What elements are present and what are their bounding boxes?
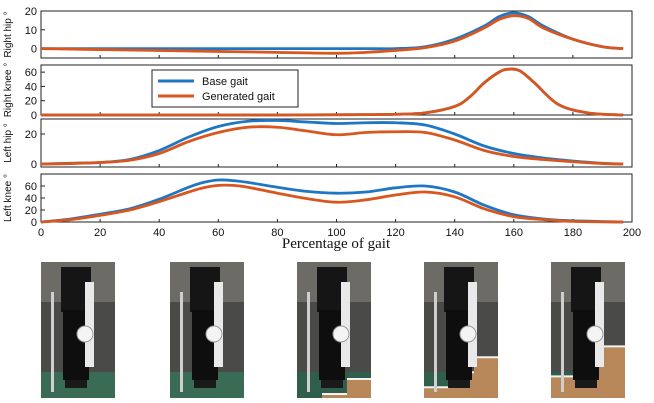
x-tick-label: 200 <box>623 227 641 239</box>
generated-gait-line <box>40 14 624 55</box>
base-gait-line <box>40 67 624 117</box>
generated-gait-line <box>40 183 624 224</box>
y-axis-label: Left hip ° <box>3 123 14 163</box>
x-axis-label: Percentage of gait <box>282 236 391 252</box>
x-tick-label: 60 <box>212 227 224 239</box>
y-tick-label: 10 <box>25 25 37 37</box>
exoskeleton-photo <box>424 262 498 398</box>
exoskeleton-photo <box>297 262 371 398</box>
photo-step-transition <box>297 262 371 398</box>
y-tick-label: 0 <box>31 44 37 56</box>
exoskeleton-photo <box>551 262 625 398</box>
y-axis-label: Right hip ° <box>3 11 14 57</box>
y-tick-label: 20 <box>25 129 37 141</box>
y-tick-label: 0 <box>31 159 37 171</box>
panel-1: 0 10 20 Right hip ° <box>3 6 633 59</box>
y-tick-label: 20 <box>25 6 37 18</box>
photo-level-walking-2 <box>170 262 244 398</box>
y-tick-label: 60 <box>25 181 37 193</box>
base-gait-line <box>40 11 624 51</box>
x-tick-label: 180 <box>564 227 582 239</box>
legend-label: Base gait <box>202 76 248 88</box>
x-tick-label: 120 <box>386 227 404 239</box>
y-tick-label: 0 <box>31 110 37 122</box>
y-tick-label: 20 <box>25 205 37 217</box>
exoskeleton-photo <box>170 262 244 398</box>
legend: Base gait Generated gait <box>151 69 299 108</box>
exoskeleton-photo <box>41 262 115 398</box>
photo-stair-climb-1 <box>424 262 498 398</box>
legend-label: Generated gait <box>202 91 275 103</box>
panel-3: 0 20 Left hip ° <box>3 118 633 171</box>
panel-2: 0 20 40 60 Right knee ° <box>3 63 633 122</box>
photo-level-walking-1 <box>41 262 115 398</box>
x-tick-label: 20 <box>94 227 106 239</box>
y-axis-label: Right knee ° <box>3 63 14 118</box>
photo-stair-climb-2 <box>551 262 625 398</box>
x-tick-label: 80 <box>271 227 283 239</box>
y-tick-label: 40 <box>25 193 37 205</box>
x-tick-label: 160 <box>505 227 523 239</box>
y-axis-label: Left knee ° <box>3 174 14 222</box>
y-tick-label: 0 <box>31 217 37 229</box>
x-tick-label: 100 <box>327 227 345 239</box>
generated-gait-line <box>40 125 624 166</box>
y-tick-label: 60 <box>25 67 37 79</box>
x-tick-label: 40 <box>153 227 165 239</box>
generated-gait-line <box>40 67 624 117</box>
x-tick-label: 0 <box>38 227 44 239</box>
x-tick-label: 140 <box>446 227 464 239</box>
base-gait-line <box>40 178 624 224</box>
y-tick-label: 40 <box>25 81 37 93</box>
legend-box <box>151 69 299 108</box>
y-tick-label: 20 <box>25 96 37 108</box>
panel-frame <box>40 173 633 223</box>
